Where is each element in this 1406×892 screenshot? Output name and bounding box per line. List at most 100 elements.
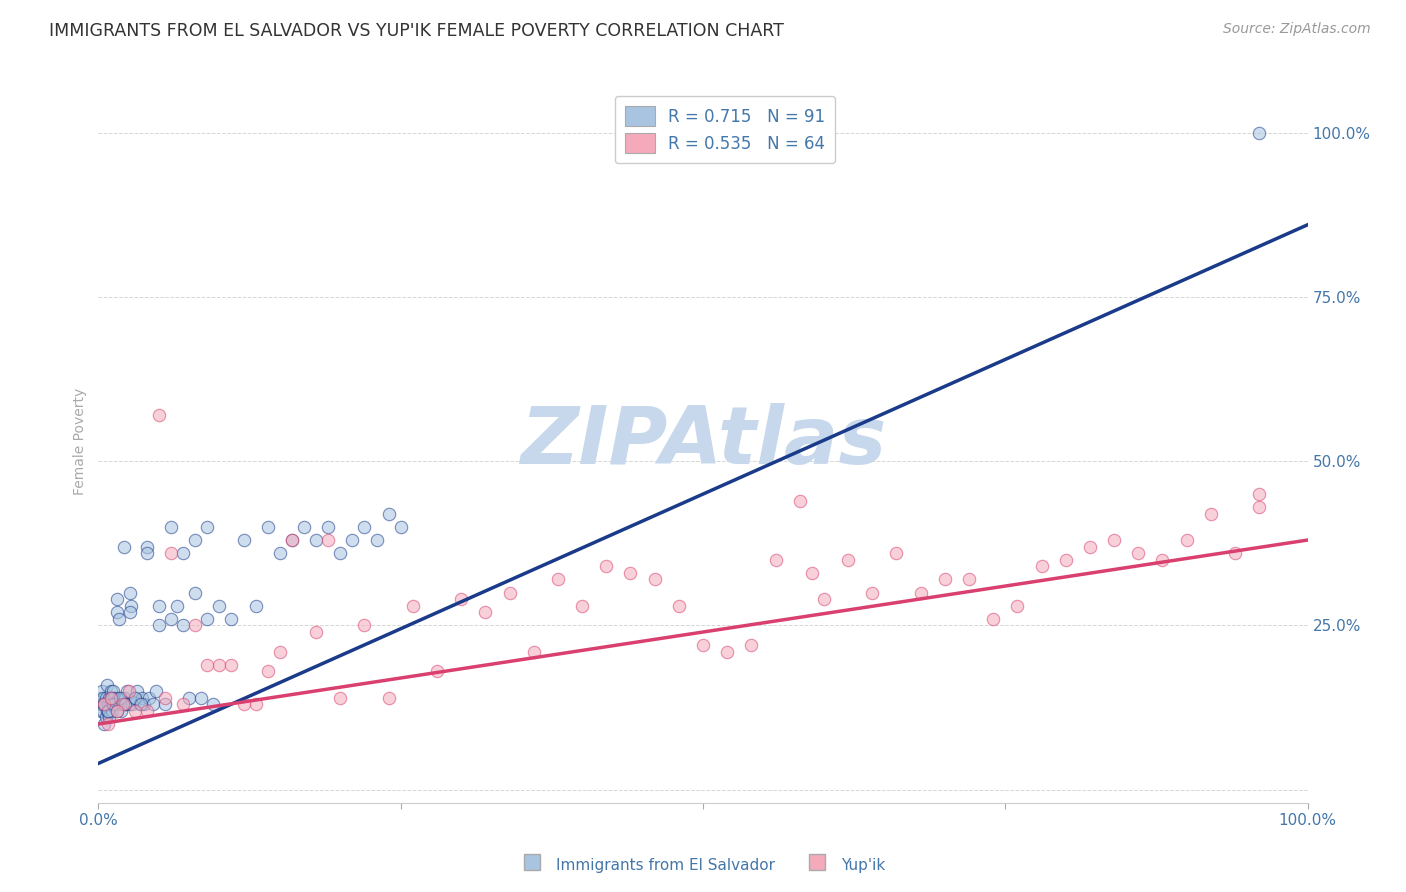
Point: [789, 493, 811, 508]
Point: [316, 520, 339, 534]
Point: [104, 698, 127, 712]
Point: [644, 573, 666, 587]
Point: [97, 717, 120, 731]
Point: [142, 698, 165, 712]
Point: [100, 690, 122, 705]
Point: [148, 599, 170, 613]
Point: [498, 585, 520, 599]
Point: [353, 618, 375, 632]
Legend: R = 0.715   N = 91, R = 0.535   N = 64: R = 0.715 N = 91, R = 0.535 N = 64: [614, 95, 835, 163]
Y-axis label: Female Poverty: Female Poverty: [73, 388, 87, 495]
Point: [97, 704, 120, 718]
Point: [160, 612, 183, 626]
Point: [366, 533, 388, 547]
Point: [1175, 533, 1198, 547]
Point: [160, 520, 183, 534]
Point: [93, 698, 115, 712]
Point: [305, 533, 328, 547]
Point: [256, 520, 278, 534]
Point: [1152, 553, 1174, 567]
Point: [124, 690, 146, 705]
Point: [93, 698, 115, 712]
Point: [153, 690, 176, 705]
Point: [172, 698, 194, 712]
Point: [91, 698, 114, 712]
Point: [120, 599, 142, 613]
Point: [450, 592, 472, 607]
Point: [305, 625, 328, 640]
Point: [98, 690, 121, 705]
Point: [108, 612, 131, 626]
Point: [195, 612, 218, 626]
Point: [221, 657, 243, 672]
Point: [129, 698, 152, 712]
Point: [108, 698, 131, 712]
Point: [114, 698, 136, 712]
Point: [105, 592, 128, 607]
Point: [523, 645, 546, 659]
Point: [389, 520, 412, 534]
Point: [101, 684, 124, 698]
Point: [124, 704, 146, 718]
Point: [166, 599, 188, 613]
Text: IMMIGRANTS FROM EL SALVADOR VS YUP'IK FEMALE POVERTY CORRELATION CHART: IMMIGRANTS FROM EL SALVADOR VS YUP'IK FE…: [49, 22, 785, 40]
Point: [100, 684, 122, 698]
Point: [105, 704, 128, 718]
Point: [195, 520, 218, 534]
Point: [837, 553, 859, 567]
Point: [108, 690, 131, 705]
Point: [221, 612, 243, 626]
Point: [94, 690, 117, 705]
Point: [860, 585, 883, 599]
Point: [245, 698, 267, 712]
Point: [98, 710, 121, 724]
Point: [1128, 546, 1150, 560]
Point: [886, 546, 908, 560]
Point: [208, 599, 231, 613]
Point: [110, 704, 132, 718]
Point: [118, 605, 141, 619]
Point: [195, 657, 218, 672]
Point: [127, 684, 149, 698]
Point: [107, 690, 129, 705]
Point: [184, 618, 207, 632]
Point: [93, 698, 115, 712]
Point: [97, 704, 120, 718]
Point: [256, 665, 278, 679]
Point: [1249, 487, 1271, 501]
Point: [100, 698, 122, 712]
Point: [692, 638, 714, 652]
Point: [1054, 553, 1077, 567]
Point: [619, 566, 641, 580]
Point: [1007, 599, 1029, 613]
Point: [1078, 540, 1101, 554]
Point: [571, 599, 593, 613]
Point: [800, 566, 823, 580]
Point: [118, 684, 141, 698]
Point: [96, 704, 118, 718]
Point: [128, 698, 150, 712]
Point: [105, 704, 128, 718]
Point: [474, 605, 496, 619]
Point: [115, 698, 138, 712]
Point: [118, 698, 141, 712]
Point: [179, 690, 201, 705]
Point: [595, 559, 617, 574]
Point: [981, 612, 1004, 626]
Point: [96, 677, 118, 691]
Point: [765, 553, 787, 567]
Legend: Immigrants from El Salvador, Yup'ik: Immigrants from El Salvador, Yup'ik: [515, 849, 891, 880]
Point: [184, 585, 207, 599]
Point: [91, 704, 114, 718]
Point: [121, 698, 143, 712]
Point: [138, 690, 160, 705]
Point: [232, 698, 254, 712]
Point: [1102, 533, 1125, 547]
Point: [316, 533, 339, 547]
Point: [111, 698, 134, 712]
Point: [114, 690, 136, 705]
Point: [292, 520, 315, 534]
Point: [160, 546, 183, 560]
Point: [190, 690, 212, 705]
Point: [184, 533, 207, 547]
